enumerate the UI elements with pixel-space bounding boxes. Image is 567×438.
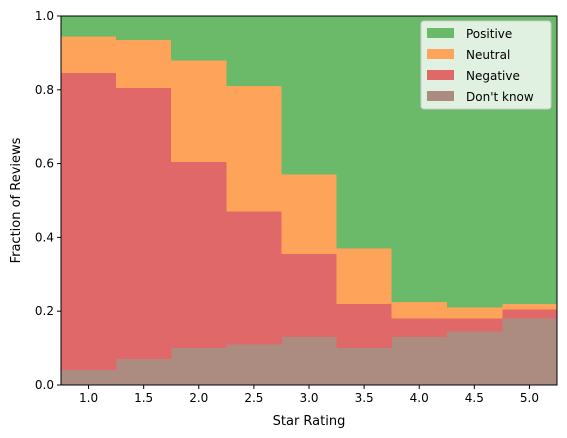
area-neutral-8	[501, 303, 558, 310]
y-tick-label-0: 0.0	[35, 378, 54, 392]
legend-swatch-positive	[427, 28, 454, 38]
y-axis-ticks: 0.0 0.2 0.4 0.6 0.8 1.0	[35, 9, 61, 392]
area-negative-7	[446, 318, 503, 332]
x-tick-label-0: 1.0	[79, 391, 98, 405]
x-tick-label-7: 4.5	[465, 391, 484, 405]
legend: Positive Neutral Negative Don't know	[420, 20, 552, 110]
area-positive-4	[281, 16, 337, 175]
area-negative-0	[61, 73, 117, 371]
area-neutral-2	[171, 60, 227, 162]
area-don-t-know-1	[116, 359, 172, 385]
y-tick-label-3: 0.6	[35, 157, 54, 171]
x-tick-label-8: 5.0	[520, 391, 539, 405]
area-don-t-know-0	[61, 370, 117, 385]
legend-label-neutral: Neutral	[466, 48, 510, 62]
y-tick-label-5: 1.0	[35, 9, 54, 23]
area-negative-2	[171, 161, 227, 349]
legend-label-negative: Negative	[466, 69, 520, 83]
area-positive-5	[336, 16, 393, 249]
area-don-t-know-8	[501, 318, 558, 385]
x-tick-label-5: 3.5	[355, 391, 374, 405]
area-neutral-1	[116, 39, 172, 88]
area-negative-8	[501, 309, 558, 319]
area-don-t-know-7	[446, 331, 503, 385]
legend-label-positive: Positive	[466, 27, 512, 41]
legend-swatch-neutral	[427, 49, 454, 59]
x-axis-label: Star Rating	[273, 414, 346, 429]
area-negative-5	[336, 303, 393, 349]
area-negative-6	[391, 318, 448, 338]
y-tick-label-4: 0.8	[35, 83, 54, 97]
area-neutral-3	[226, 86, 282, 212]
area-don-t-know-2	[171, 348, 227, 385]
legend-swatch-don-t-know	[427, 91, 454, 101]
area-neutral-4	[281, 174, 337, 255]
legend-swatch-negative	[427, 70, 454, 80]
area-negative-3	[226, 211, 282, 345]
x-axis-ticks: 1.0 1.5 2.0 2.5 3.0 3.5 4.0 4.5 5.0	[79, 385, 539, 405]
y-axis-label: Fraction of Reviews	[9, 137, 24, 263]
chart-areas	[61, 16, 558, 385]
x-tick-label-6: 4.0	[410, 391, 429, 405]
area-positive-0	[61, 16, 117, 37]
x-tick-label-2: 2.0	[189, 391, 208, 405]
y-tick-label-2: 0.4	[35, 230, 54, 244]
y-tick-label-1: 0.2	[35, 304, 54, 318]
area-don-t-know-3	[226, 344, 282, 385]
legend-label-don-t-know: Don't know	[466, 90, 534, 104]
area-negative-4	[281, 254, 337, 338]
legend-box	[420, 20, 552, 110]
x-tick-label-1: 1.5	[134, 391, 153, 405]
area-don-t-know-6	[391, 337, 448, 385]
area-don-t-know-5	[336, 348, 393, 385]
area-neutral-6	[391, 301, 448, 319]
x-tick-label-3: 2.5	[244, 391, 263, 405]
area-positive-3	[226, 16, 282, 87]
area-neutral-7	[446, 307, 503, 319]
area-don-t-know-4	[281, 337, 337, 385]
area-negative-1	[116, 87, 172, 360]
x-tick-label-4: 3.0	[299, 391, 318, 405]
area-neutral-0	[61, 36, 117, 74]
area-positive-1	[116, 16, 172, 40]
area-positive-2	[171, 16, 227, 61]
area-neutral-5	[336, 248, 393, 304]
